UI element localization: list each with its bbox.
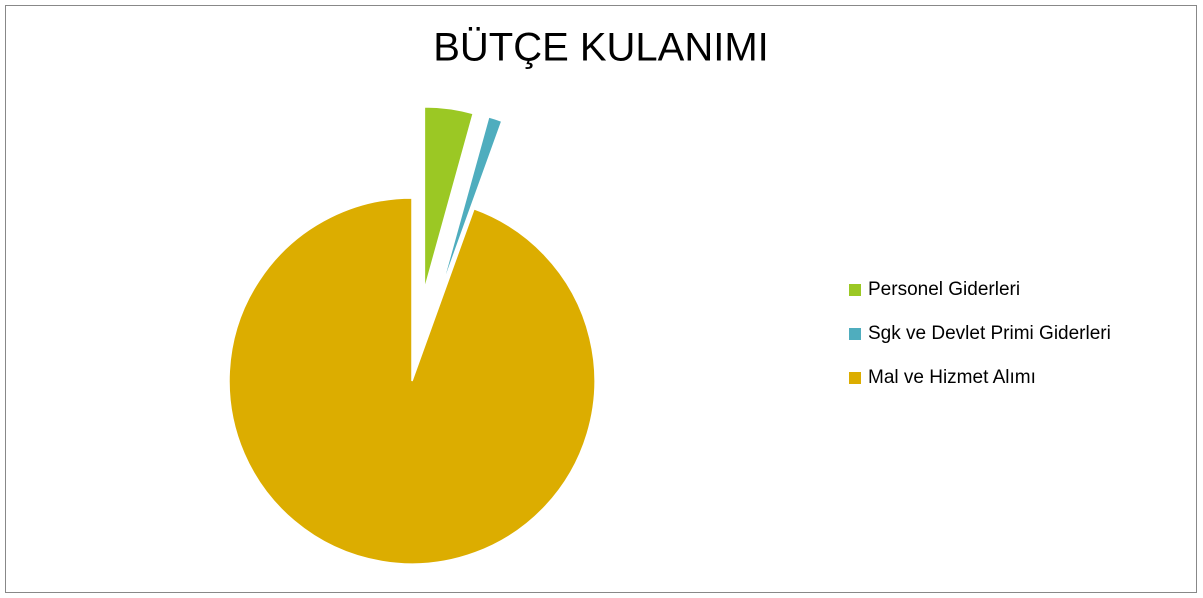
pie-slice (228, 197, 596, 565)
chart-title: BÜTÇE KULANIMI (433, 26, 769, 70)
legend-swatch (849, 284, 861, 296)
legend-label: Mal ve Hizmet Alımı (868, 367, 1036, 388)
legend-swatch (849, 372, 861, 384)
pie-slice (423, 106, 475, 291)
legend-label: Personel Giderleri (868, 279, 1020, 300)
pie-slice (439, 116, 503, 294)
legend-swatch (849, 328, 861, 340)
chart-frame (5, 5, 1197, 593)
legend-label: Sgk ve Devlet Primi Giderleri (868, 323, 1111, 344)
